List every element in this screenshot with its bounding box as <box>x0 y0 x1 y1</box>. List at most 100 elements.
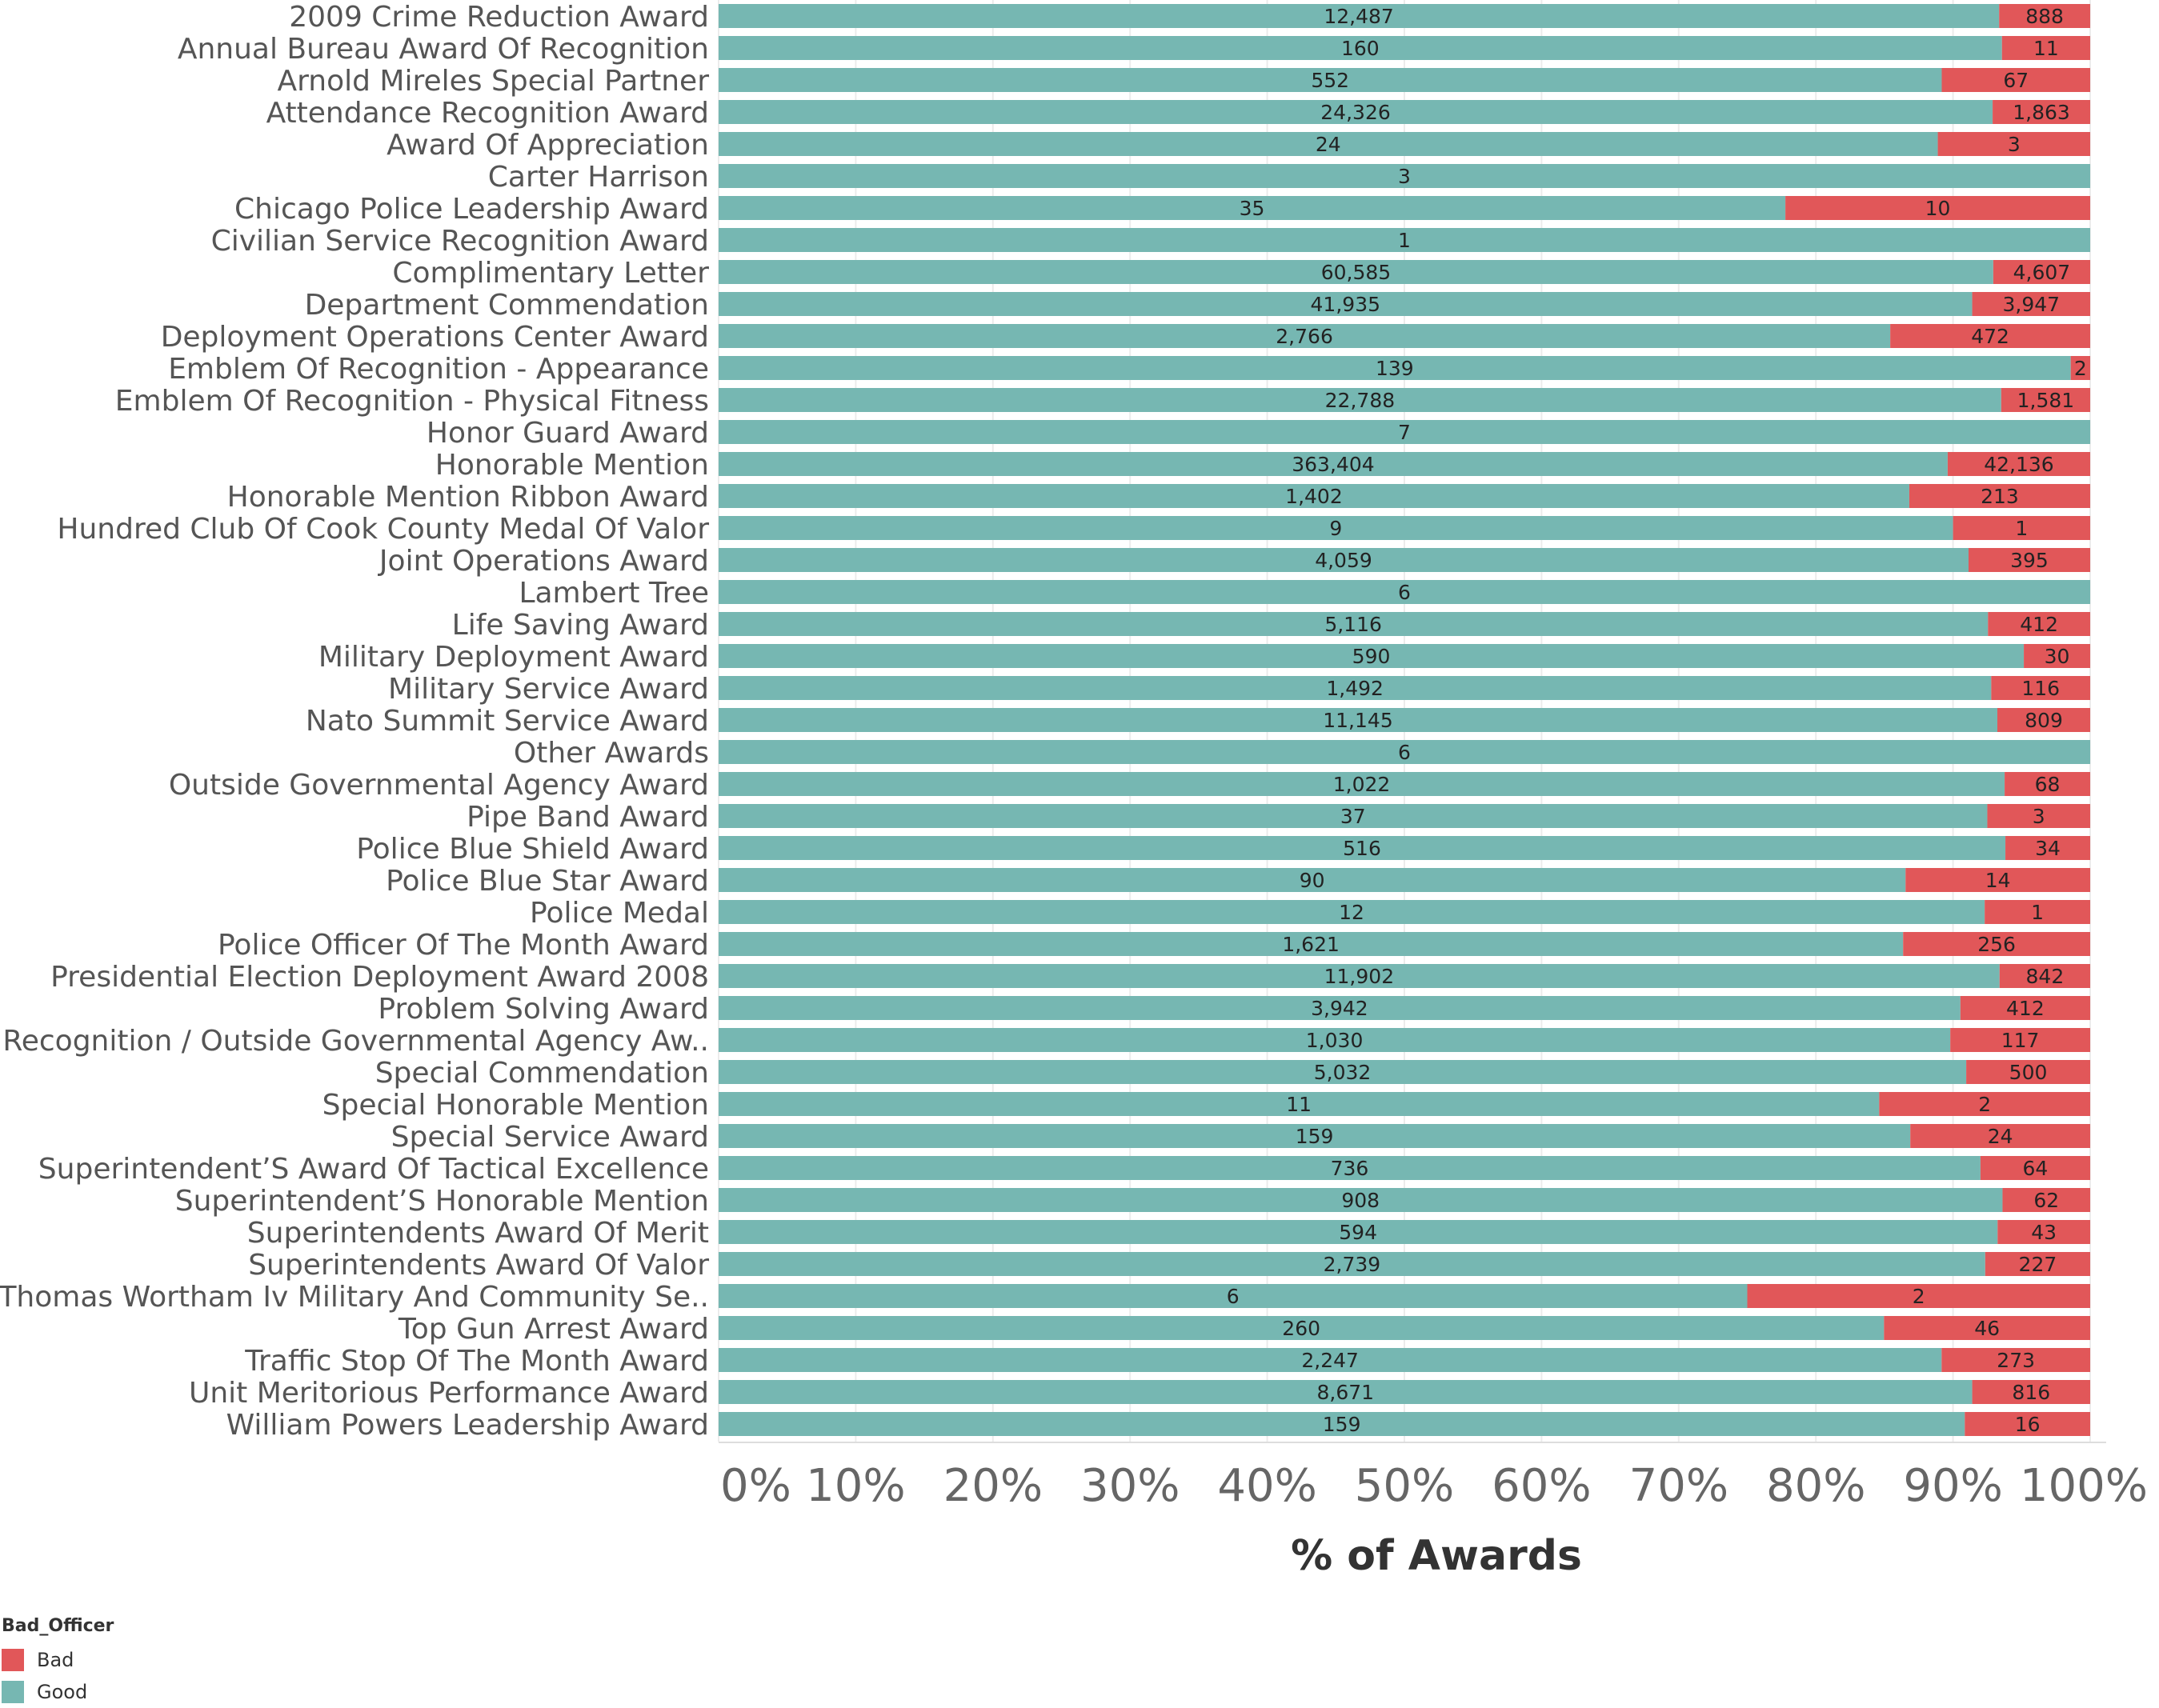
bar-bad <box>1997 1220 2090 1244</box>
category-label: Other Awards <box>514 737 709 770</box>
value-label-bad: 10 <box>1925 197 1951 220</box>
legend-swatch-bad <box>2 1649 24 1671</box>
value-label-good: 1 <box>1398 229 1411 252</box>
value-label-bad: 24 <box>1988 1125 2013 1148</box>
bar-bad <box>1950 1028 2090 1052</box>
category-label: Emblem Of Recognition - Appearance <box>168 353 709 386</box>
category-label: Honorable Mention Ribbon Award <box>227 481 709 514</box>
bar-bad <box>1965 1412 2090 1436</box>
bar-good <box>719 292 1973 316</box>
value-label-bad: 14 <box>1985 869 2011 892</box>
bar-good <box>719 612 1989 636</box>
value-label-good: 1,030 <box>1306 1029 1364 1052</box>
value-label-bad: 412 <box>2006 997 2045 1020</box>
category-label: Carter Harrison <box>488 161 709 194</box>
bar-bad <box>1941 68 2090 92</box>
category-label: Special Honorable Mention <box>322 1089 709 1122</box>
value-label-good: 160 <box>1341 37 1380 60</box>
category-label: 2009 Crime Reduction Award <box>289 1 709 34</box>
value-label-bad: 30 <box>2045 645 2070 668</box>
category-label: Annual Bureau Award Of Recognition <box>178 33 709 66</box>
category-label: Deployment Operations Center Award <box>161 321 709 354</box>
bar-good <box>719 868 1906 892</box>
bar-good <box>719 164 2090 188</box>
bar-good <box>719 644 2025 668</box>
category-label: Honorable Mention <box>435 449 709 482</box>
bar-bad <box>2002 1188 2090 1212</box>
category-label: Outside Governmental Agency Award <box>169 769 709 802</box>
category-label: Chicago Police Leadership Award <box>234 193 709 226</box>
bar-good <box>719 580 2090 604</box>
bar-good <box>719 484 1909 508</box>
bar-bad <box>1884 1316 2090 1340</box>
bar-bad <box>1785 196 2090 220</box>
value-label-good: 6 <box>1398 581 1411 604</box>
bar-good <box>719 932 1904 956</box>
bar-bad <box>1985 1252 2090 1276</box>
legend: Bad_Officer Bad Good <box>2 1616 114 1708</box>
value-label-bad: 395 <box>2010 549 2049 572</box>
bar-bad <box>1968 548 2090 572</box>
value-label-bad: 68 <box>2035 773 2061 796</box>
bar-good <box>719 1028 1951 1052</box>
value-label-good: 590 <box>1352 645 1391 668</box>
bar-bad <box>2024 644 2090 668</box>
value-label-bad: 1,863 <box>2013 101 2070 124</box>
bar-good <box>719 1220 1998 1244</box>
category-label: Police Blue Star Award <box>386 865 709 898</box>
value-label-good: 363,404 <box>1292 453 1374 476</box>
value-label-good: 1,022 <box>1333 773 1391 796</box>
category-label: Attendance Recognition Award <box>266 97 709 130</box>
bar-good <box>719 548 1969 572</box>
value-label-good: 594 <box>1339 1221 1377 1244</box>
value-label-good: 8,671 <box>1316 1381 1374 1404</box>
legend-label-good: Good <box>37 1681 88 1703</box>
bar-bad <box>1903 932 2090 956</box>
bar-bad <box>1960 996 2090 1020</box>
bar-good <box>719 516 1953 540</box>
category-label: Military Service Award <box>388 673 709 706</box>
category-label: Traffic Stop Of The Month Award <box>244 1345 709 1378</box>
value-label-good: 41,935 <box>1311 293 1380 316</box>
category-label: Honor Guard Award <box>427 417 709 450</box>
category-label: Police Medal <box>530 897 709 930</box>
value-label-bad: 809 <box>2025 709 2063 732</box>
value-label-good: 24 <box>1316 133 1341 156</box>
bar-bad <box>1966 1060 2090 1084</box>
category-label: Hundred Club Of Cook County Medal Of Val… <box>57 513 709 546</box>
bar-good <box>719 132 1938 156</box>
bar-bad <box>1988 612 2090 636</box>
value-label-bad: 227 <box>2019 1253 2057 1276</box>
value-label-bad: 273 <box>1997 1349 2035 1372</box>
bar-good <box>719 996 1961 1020</box>
value-label-good: 2,739 <box>1324 1253 1381 1276</box>
value-label-good: 11,145 <box>1323 709 1392 732</box>
x-axis-ticks: 0% 10% 20% 30% 40% 50% 60% 70% 80% 90% 100% <box>720 1460 2148 1512</box>
value-label-bad: 16 <box>2015 1413 2041 1436</box>
value-label-good: 1,621 <box>1282 933 1340 956</box>
value-label-good: 6 <box>1398 741 1411 764</box>
value-label-bad: 11 <box>2033 37 2059 60</box>
value-label-good: 736 <box>1331 1157 1369 1180</box>
category-label: Life Saving Award <box>452 609 709 642</box>
bar-good <box>719 1156 1981 1180</box>
value-label-bad: 2 <box>1978 1093 1991 1116</box>
bar-bad <box>1879 1092 2090 1116</box>
bar-bad <box>2001 388 2090 412</box>
category-label: Joint Operations Award <box>378 545 709 578</box>
value-label-good: 7 <box>1398 421 1411 444</box>
category-label: Police Blue Shield Award <box>356 833 709 866</box>
bar-bad <box>1905 868 2090 892</box>
category-label: Military Deployment Award <box>318 641 709 674</box>
bar-good <box>719 836 2006 860</box>
value-label-bad: 3 <box>2008 133 2021 156</box>
bar-bad <box>1999 964 2090 988</box>
bar-good <box>719 772 2005 796</box>
bar-bad <box>1910 1124 2090 1148</box>
value-label-bad: 3 <box>2033 805 2045 828</box>
value-label-bad: 888 <box>2025 5 2064 28</box>
x-tick-label: 0% <box>720 1460 791 1512</box>
value-label-good: 35 <box>1240 197 1265 220</box>
category-label: Department Commendation <box>305 289 709 322</box>
